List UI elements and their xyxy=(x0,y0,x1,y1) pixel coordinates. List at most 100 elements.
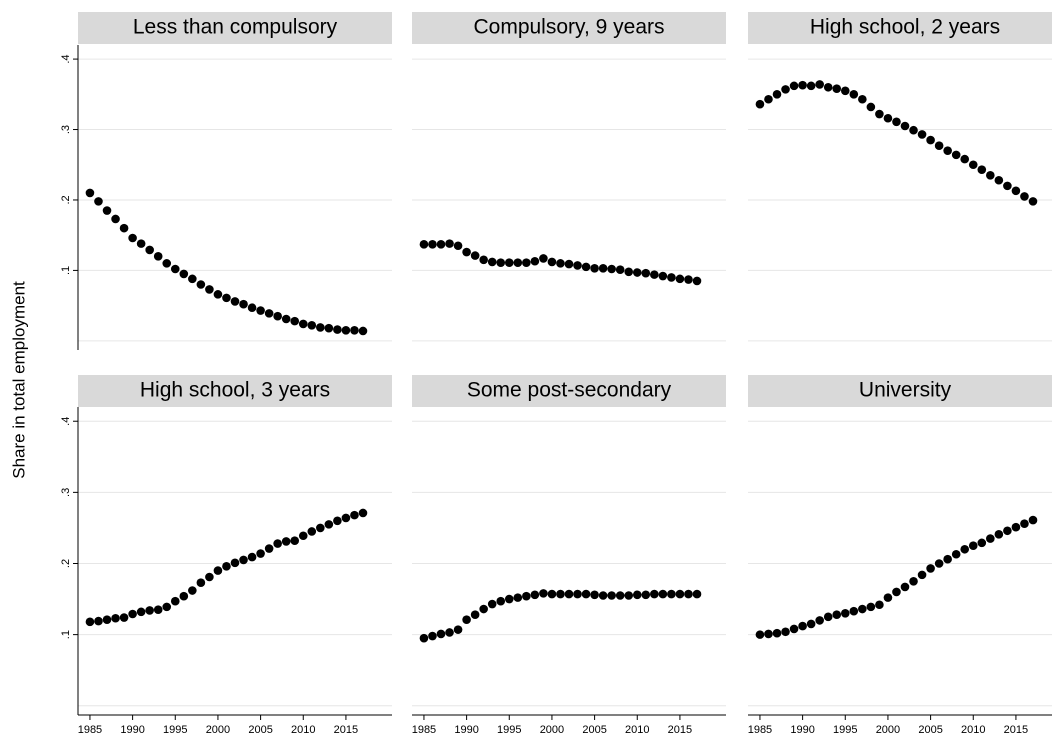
point xyxy=(307,527,317,536)
point xyxy=(247,303,257,313)
x-tick-label: 2000 xyxy=(206,724,230,736)
point xyxy=(590,263,599,273)
point xyxy=(153,605,163,615)
point xyxy=(934,559,944,568)
point xyxy=(1020,192,1029,201)
point xyxy=(513,258,523,267)
point xyxy=(615,591,625,600)
point xyxy=(358,508,368,518)
point xyxy=(479,604,488,614)
panel: University 1985 1990 1995 2000 2005 2010 2015 xyxy=(748,375,1052,736)
x-tick-label: 1985 xyxy=(412,724,436,736)
point xyxy=(298,531,308,541)
point xyxy=(581,262,591,272)
point xyxy=(487,599,497,609)
y-axis-title: Share in total employment xyxy=(9,281,28,479)
x-tick-label: 1985 xyxy=(748,724,772,736)
point xyxy=(900,121,910,131)
point xyxy=(239,555,248,565)
panel: Some post-secondary 1985 1990 1995 2000 2005 2… xyxy=(412,375,726,736)
point xyxy=(798,621,807,631)
point xyxy=(205,285,214,294)
point xyxy=(564,589,574,599)
point xyxy=(658,589,668,599)
point xyxy=(755,99,765,109)
point xyxy=(428,240,437,249)
point xyxy=(764,94,773,104)
point xyxy=(111,613,120,623)
point xyxy=(428,631,437,641)
point xyxy=(926,564,935,573)
point xyxy=(145,245,154,255)
point xyxy=(350,325,359,335)
point xyxy=(470,251,480,260)
panel-title: High school, 3 years xyxy=(140,379,330,402)
point xyxy=(333,325,342,334)
point xyxy=(264,309,274,318)
point xyxy=(624,267,634,277)
point xyxy=(641,268,651,278)
x-tick-label: 2015 xyxy=(334,724,358,736)
panel-title: Compulsory, 9 years xyxy=(473,16,664,39)
point xyxy=(256,306,265,315)
point xyxy=(264,544,274,553)
y-tick-label: .4 xyxy=(60,417,72,426)
point xyxy=(102,206,112,215)
point xyxy=(823,82,833,92)
point xyxy=(170,264,180,274)
point xyxy=(1011,522,1021,532)
panel-title: Less than compulsory xyxy=(133,16,338,39)
point xyxy=(598,591,608,600)
panel-header xyxy=(78,12,392,44)
point xyxy=(607,591,616,600)
point xyxy=(667,589,676,599)
point xyxy=(539,254,548,263)
point xyxy=(798,80,807,90)
point xyxy=(789,81,799,91)
y-tick-label: .2 xyxy=(60,559,72,568)
point xyxy=(436,629,446,639)
point xyxy=(977,538,987,548)
x-tick-label: 2010 xyxy=(961,724,985,736)
point xyxy=(436,240,446,249)
point xyxy=(119,613,129,622)
point xyxy=(504,594,514,604)
point xyxy=(789,624,799,634)
point xyxy=(564,259,574,269)
point xyxy=(650,589,659,599)
point xyxy=(1020,519,1029,528)
point xyxy=(840,86,850,96)
point xyxy=(977,165,987,174)
point xyxy=(504,258,514,267)
y-tick-label: .3 xyxy=(60,125,72,134)
point xyxy=(772,90,782,99)
point xyxy=(230,558,240,568)
y-tick-label: .1 xyxy=(60,266,72,275)
point xyxy=(667,273,676,282)
point xyxy=(960,154,970,164)
point xyxy=(239,299,248,309)
point xyxy=(179,591,189,601)
point xyxy=(162,259,172,268)
x-tick-label: 2005 xyxy=(918,724,942,736)
point xyxy=(196,578,206,587)
point xyxy=(462,247,471,257)
point xyxy=(675,274,685,284)
point xyxy=(453,241,463,251)
point xyxy=(917,130,927,139)
x-tick-label: 2010 xyxy=(291,724,315,736)
point xyxy=(102,615,112,624)
panel: Compulsory, 9 years xyxy=(412,12,726,342)
point xyxy=(994,175,1004,185)
x-tick-label: 2010 xyxy=(625,724,649,736)
point xyxy=(994,530,1004,539)
point xyxy=(772,628,782,638)
point xyxy=(900,582,910,592)
point xyxy=(419,633,429,643)
point xyxy=(111,214,120,224)
point xyxy=(1011,186,1021,196)
point xyxy=(530,590,540,600)
point xyxy=(624,591,634,600)
point xyxy=(1028,197,1038,206)
panel: High school, 2 years xyxy=(748,12,1052,342)
